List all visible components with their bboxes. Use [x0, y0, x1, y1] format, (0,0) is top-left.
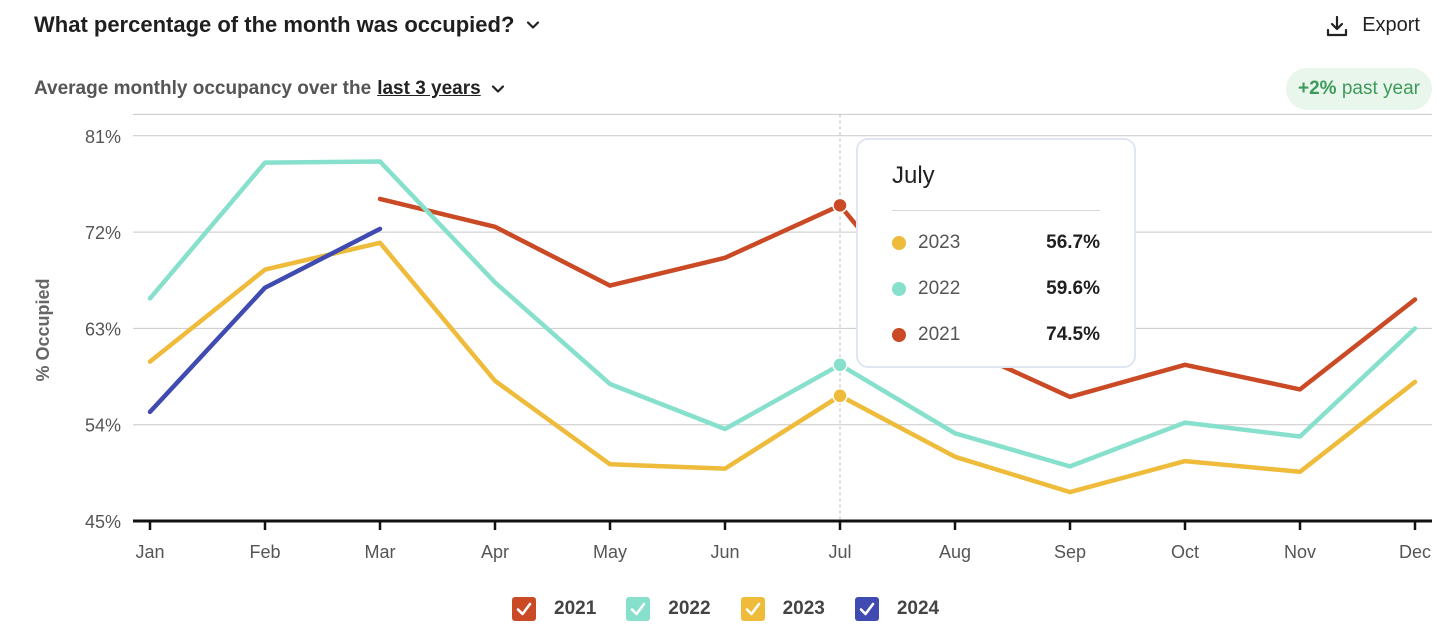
data-point-2021 [832, 197, 848, 214]
tooltip-year: 2023 [918, 232, 961, 253]
checkbox-icon [854, 597, 879, 621]
legend-toggle-2022[interactable]: 2022 [626, 597, 711, 621]
legend-label: 2024 [896, 598, 940, 619]
chevron-down-icon [527, 21, 540, 29]
page-title: What percentage of the month was occupie… [34, 12, 515, 37]
legend-label: 2023 [782, 598, 825, 619]
subtitle-prefix: Average monthly occupancy over the [34, 78, 372, 99]
data-point-2023 [832, 388, 848, 404]
time-range-dropdown[interactable]: last 3 years [377, 78, 481, 99]
x-tick-label: Mar [365, 542, 396, 562]
divider [892, 210, 1100, 211]
x-tick-label: Aug [939, 542, 971, 562]
checkbox-icon [512, 597, 536, 621]
data-point-2022 [832, 357, 848, 373]
export-label: Export [1362, 14, 1420, 36]
x-tick-label: Jun [710, 542, 739, 562]
x-tick-label: Jul [828, 542, 851, 562]
y-tick-label: 81% [85, 127, 121, 147]
x-tick-label: Dec [1399, 542, 1431, 562]
badge-value: +2% [1298, 78, 1337, 99]
download-icon [1327, 15, 1348, 36]
y-axis-label: % Occupied [33, 278, 53, 381]
checkbox-icon [740, 597, 765, 621]
chart-title-dropdown[interactable]: What percentage of the month was occupie… [34, 12, 540, 38]
status-badge: +2% past year [1286, 68, 1432, 110]
y-tick-label: 45% [85, 512, 121, 532]
checkbox-icon [626, 597, 651, 621]
tooltip-row: 2022 59.6% [892, 278, 1100, 300]
legend-toggle-2021[interactable]: 2021 [512, 597, 596, 621]
legend-label: 2021 [554, 598, 597, 619]
x-tick-label: Oct [1171, 542, 1199, 562]
x-tick-label: Feb [249, 542, 280, 562]
legend-label: 2022 [668, 598, 711, 619]
tooltip-value: 56.7% [1046, 232, 1100, 253]
y-tick-label: 72% [85, 223, 121, 243]
chart-legend: 2021 2022 2023 2024 [512, 597, 969, 621]
x-tick-label: Jan [135, 542, 164, 562]
export-button[interactable]: Export [1326, 14, 1420, 37]
tooltip-value: 74.5% [1046, 324, 1100, 345]
legend-toggle-2024[interactable]: 2024 [854, 597, 940, 621]
series-line-2023 [147, 240, 1418, 495]
series-line-2024 [147, 226, 383, 415]
y-tick-label: 63% [85, 319, 121, 339]
x-tick-label: Nov [1284, 542, 1316, 562]
tooltip-row: 2023 56.7% [892, 232, 1100, 254]
tooltip-year: 2021 [918, 324, 961, 345]
x-tick-label: Sep [1054, 542, 1086, 562]
x-tick-label: May [593, 542, 627, 562]
data-tooltip: July 2023 56.7% 2022 59.6% 2021 74.5% [856, 138, 1136, 368]
tooltip-row: 2021 74.5% [892, 324, 1100, 346]
tooltip-year: 2022 [918, 278, 961, 299]
legend-dot [892, 236, 906, 250]
subtitle: Average monthly occupancy over the last … [34, 78, 505, 100]
tooltip-value: 59.6% [1046, 278, 1100, 299]
y-tick-label: 54% [85, 416, 121, 436]
legend-toggle-2023[interactable]: 2023 [740, 597, 825, 621]
chevron-down-icon[interactable] [491, 82, 505, 96]
series-line-2022 [147, 159, 1418, 469]
badge-text: past year [1341, 78, 1420, 99]
legend-dot [892, 282, 906, 296]
x-tick-label: Apr [481, 542, 509, 562]
tooltip-title: July [892, 162, 935, 189]
legend-dot [892, 328, 906, 342]
